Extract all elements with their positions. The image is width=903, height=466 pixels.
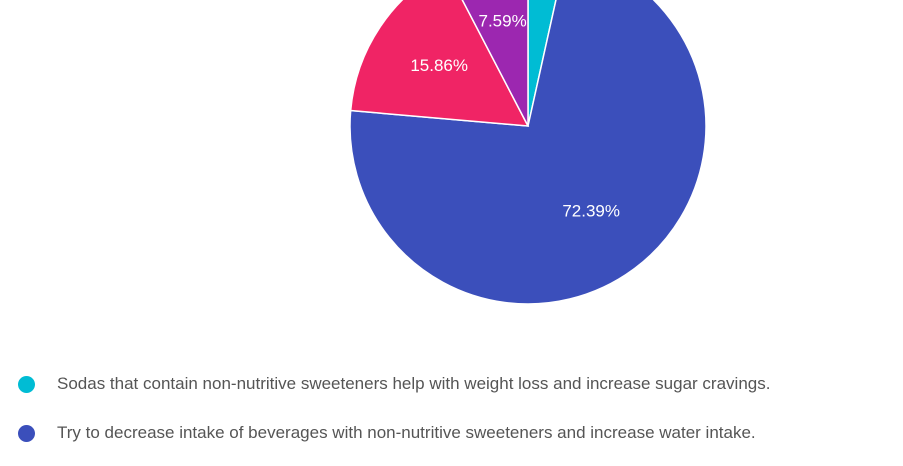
slice-data-label: 7.59% <box>478 12 526 31</box>
chart-legend: Sodas that contain non-nutritive sweeten… <box>18 368 888 466</box>
slice-data-label: 15.86% <box>410 56 468 75</box>
pie-chart: 72.39% 15.86% 7.59% <box>349 0 707 305</box>
pie-chart-svg: 72.39% 15.86% 7.59% <box>349 0 707 305</box>
pie-slice[interactable] <box>349 0 530 127</box>
slice-data-label: 72.39% <box>562 202 620 221</box>
legend-label: Try to decrease intake of beverages with… <box>57 423 756 442</box>
legend-color-dot <box>18 424 35 442</box>
pie-slice[interactable] <box>349 0 707 305</box>
legend-item[interactable]: Try to decrease intake of beverages with… <box>18 417 888 449</box>
legend-color-dot <box>18 375 35 393</box>
legend-item[interactable]: Sodas that contain non-nutritive sweeten… <box>18 368 888 400</box>
pie-slice[interactable] <box>446 0 529 127</box>
legend-label: Sodas that contain non-nutritive sweeten… <box>57 374 771 393</box>
